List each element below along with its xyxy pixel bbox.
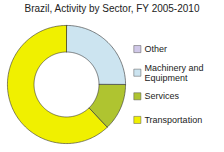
svg-text:Other: Other [144, 44, 167, 54]
html-text:Brazil, Activity by Sector, FY: Brazil, Activity by Sector, FY 2005-2010 [24, 3, 200, 14]
svg-text:Services: Services [144, 91, 179, 101]
svg-text:Machinery andEquipment: Machinery andEquipment [144, 63, 203, 83]
svg-text:Transportation: Transportation [144, 115, 202, 125]
